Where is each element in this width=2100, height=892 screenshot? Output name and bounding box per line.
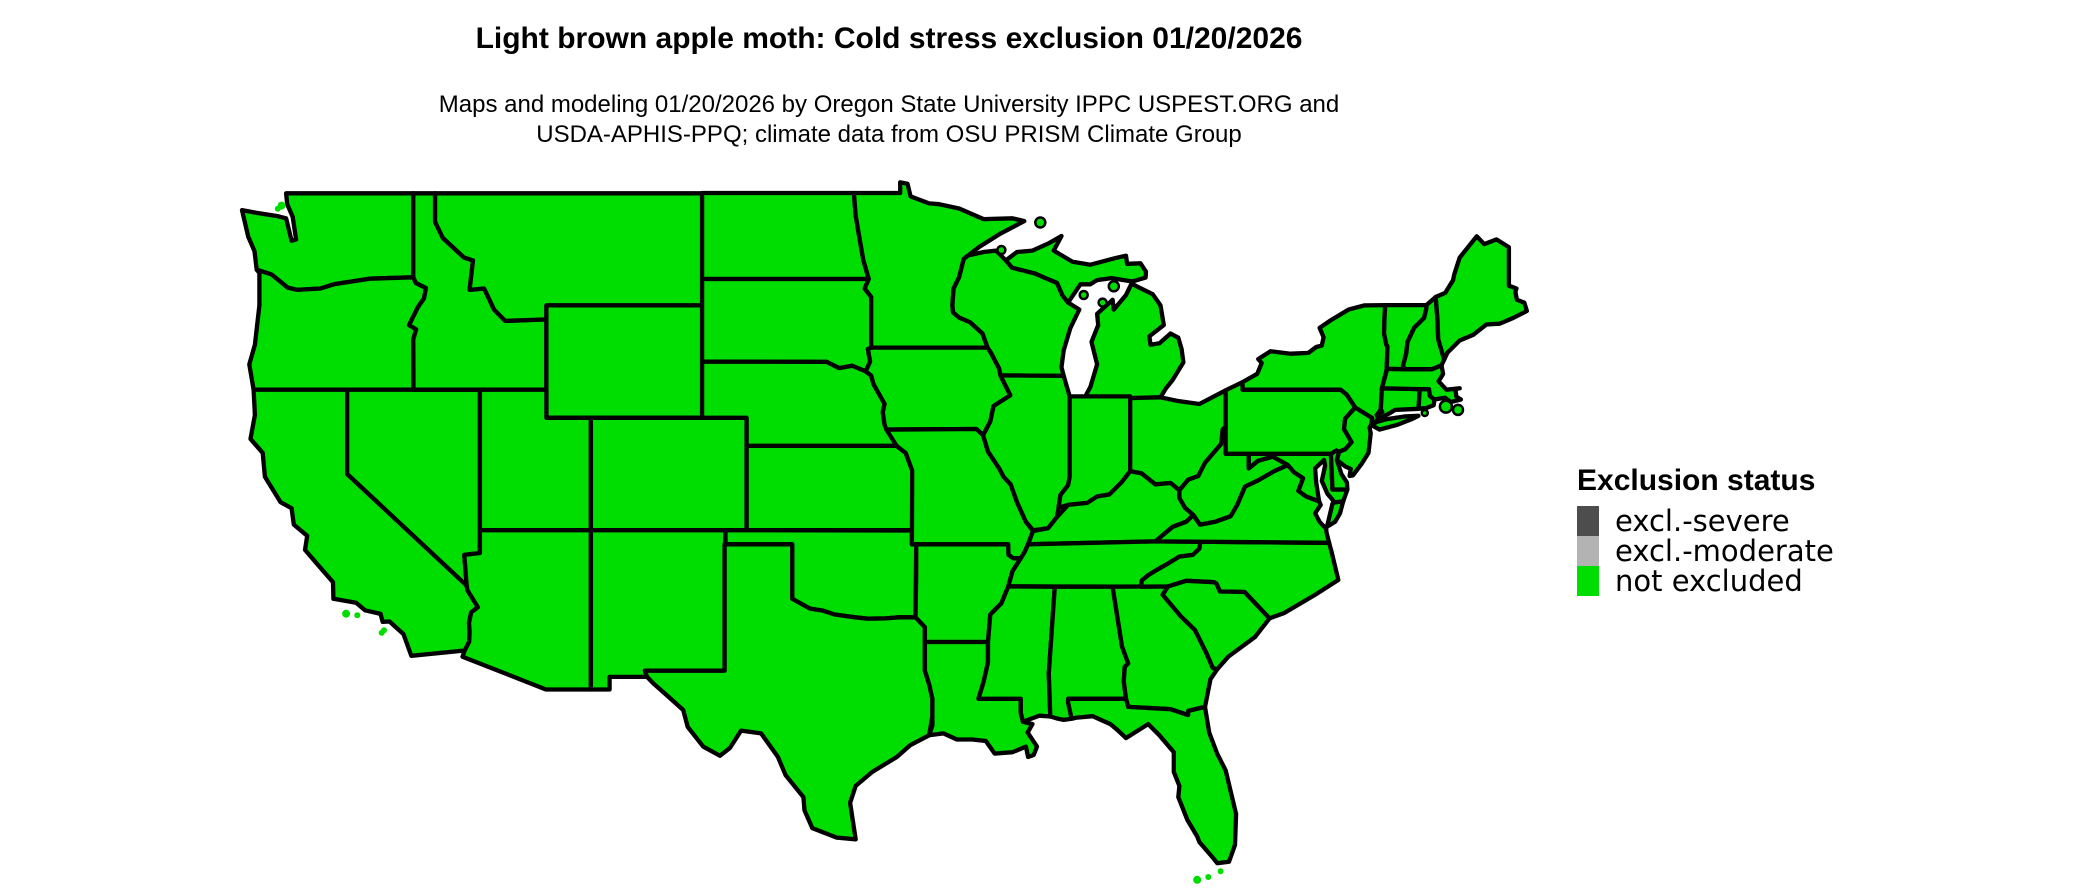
legend-label-moderate: excl.-moderate: [1615, 534, 1834, 568]
island-speck: [342, 609, 351, 618]
state-shape-wi: [950, 248, 1082, 379]
island-speck: [1034, 216, 1047, 229]
state-shape-fl: [1065, 696, 1239, 866]
state-shape-nm: [588, 528, 728, 692]
island-speck: [996, 244, 1007, 256]
legend-title: Exclusion status: [1577, 464, 1816, 497]
legend-item-moderate: excl.-moderate: [1577, 536, 1834, 566]
legend-swatch-severe: [1577, 506, 1599, 536]
island-speck: [274, 205, 281, 212]
state-shape-mi: [1003, 233, 1186, 401]
island-speck: [381, 627, 387, 634]
legend-item-not-excluded: not excluded: [1577, 566, 1834, 596]
island-speck: [1193, 875, 1202, 884]
state-shape-nj: [1334, 405, 1375, 479]
legend-label-not-excluded: not excluded: [1615, 564, 1803, 598]
map-title: Light brown apple moth: Cold stress excl…: [475, 22, 1303, 55]
island-speck: [1097, 297, 1108, 308]
island-speck: [1217, 868, 1224, 875]
island-speck: [1078, 289, 1089, 301]
map-subtitle-line2: USDA-APHIS-PPQ; climate data from OSU PR…: [536, 121, 1242, 148]
state-shape-az: [460, 528, 594, 692]
legend-item-severe: excl.-severe: [1577, 506, 1834, 536]
island-speck: [1205, 874, 1212, 880]
header: Light brown apple moth: Cold stress excl…: [0, 20, 1778, 150]
island-speck: [1438, 399, 1454, 414]
state-shape-nd: [699, 190, 871, 282]
state-shape-ks: [744, 443, 915, 533]
island-speck: [1420, 408, 1430, 418]
state-shape-me: [1433, 234, 1530, 362]
legend-swatch-not-excluded: [1577, 566, 1599, 596]
island-speck: [1451, 403, 1465, 417]
state-shape-co: [588, 415, 749, 533]
state-shape-sc: [1160, 578, 1272, 672]
legend-label-severe: excl.-severe: [1615, 504, 1790, 538]
state-shape-wy: [544, 303, 705, 420]
state-shape-md: [1246, 451, 1350, 505]
island-speck: [1107, 280, 1121, 293]
map-subtitle-line1: Maps and modeling 01/20/2026 by Oregon S…: [438, 91, 1340, 118]
state-shape-pa: [1223, 379, 1358, 456]
state-shape-or: [247, 267, 429, 392]
island-speck: [354, 612, 361, 619]
legend-swatch-moderate: [1577, 536, 1599, 566]
state-shape-sd: [699, 276, 874, 374]
legend: Exclusion status excl.-severe excl.-mode…: [1577, 464, 1834, 596]
legend-rows: excl.-severe excl.-moderate not excluded: [1577, 506, 1834, 596]
state-shape-tx: [642, 542, 935, 842]
